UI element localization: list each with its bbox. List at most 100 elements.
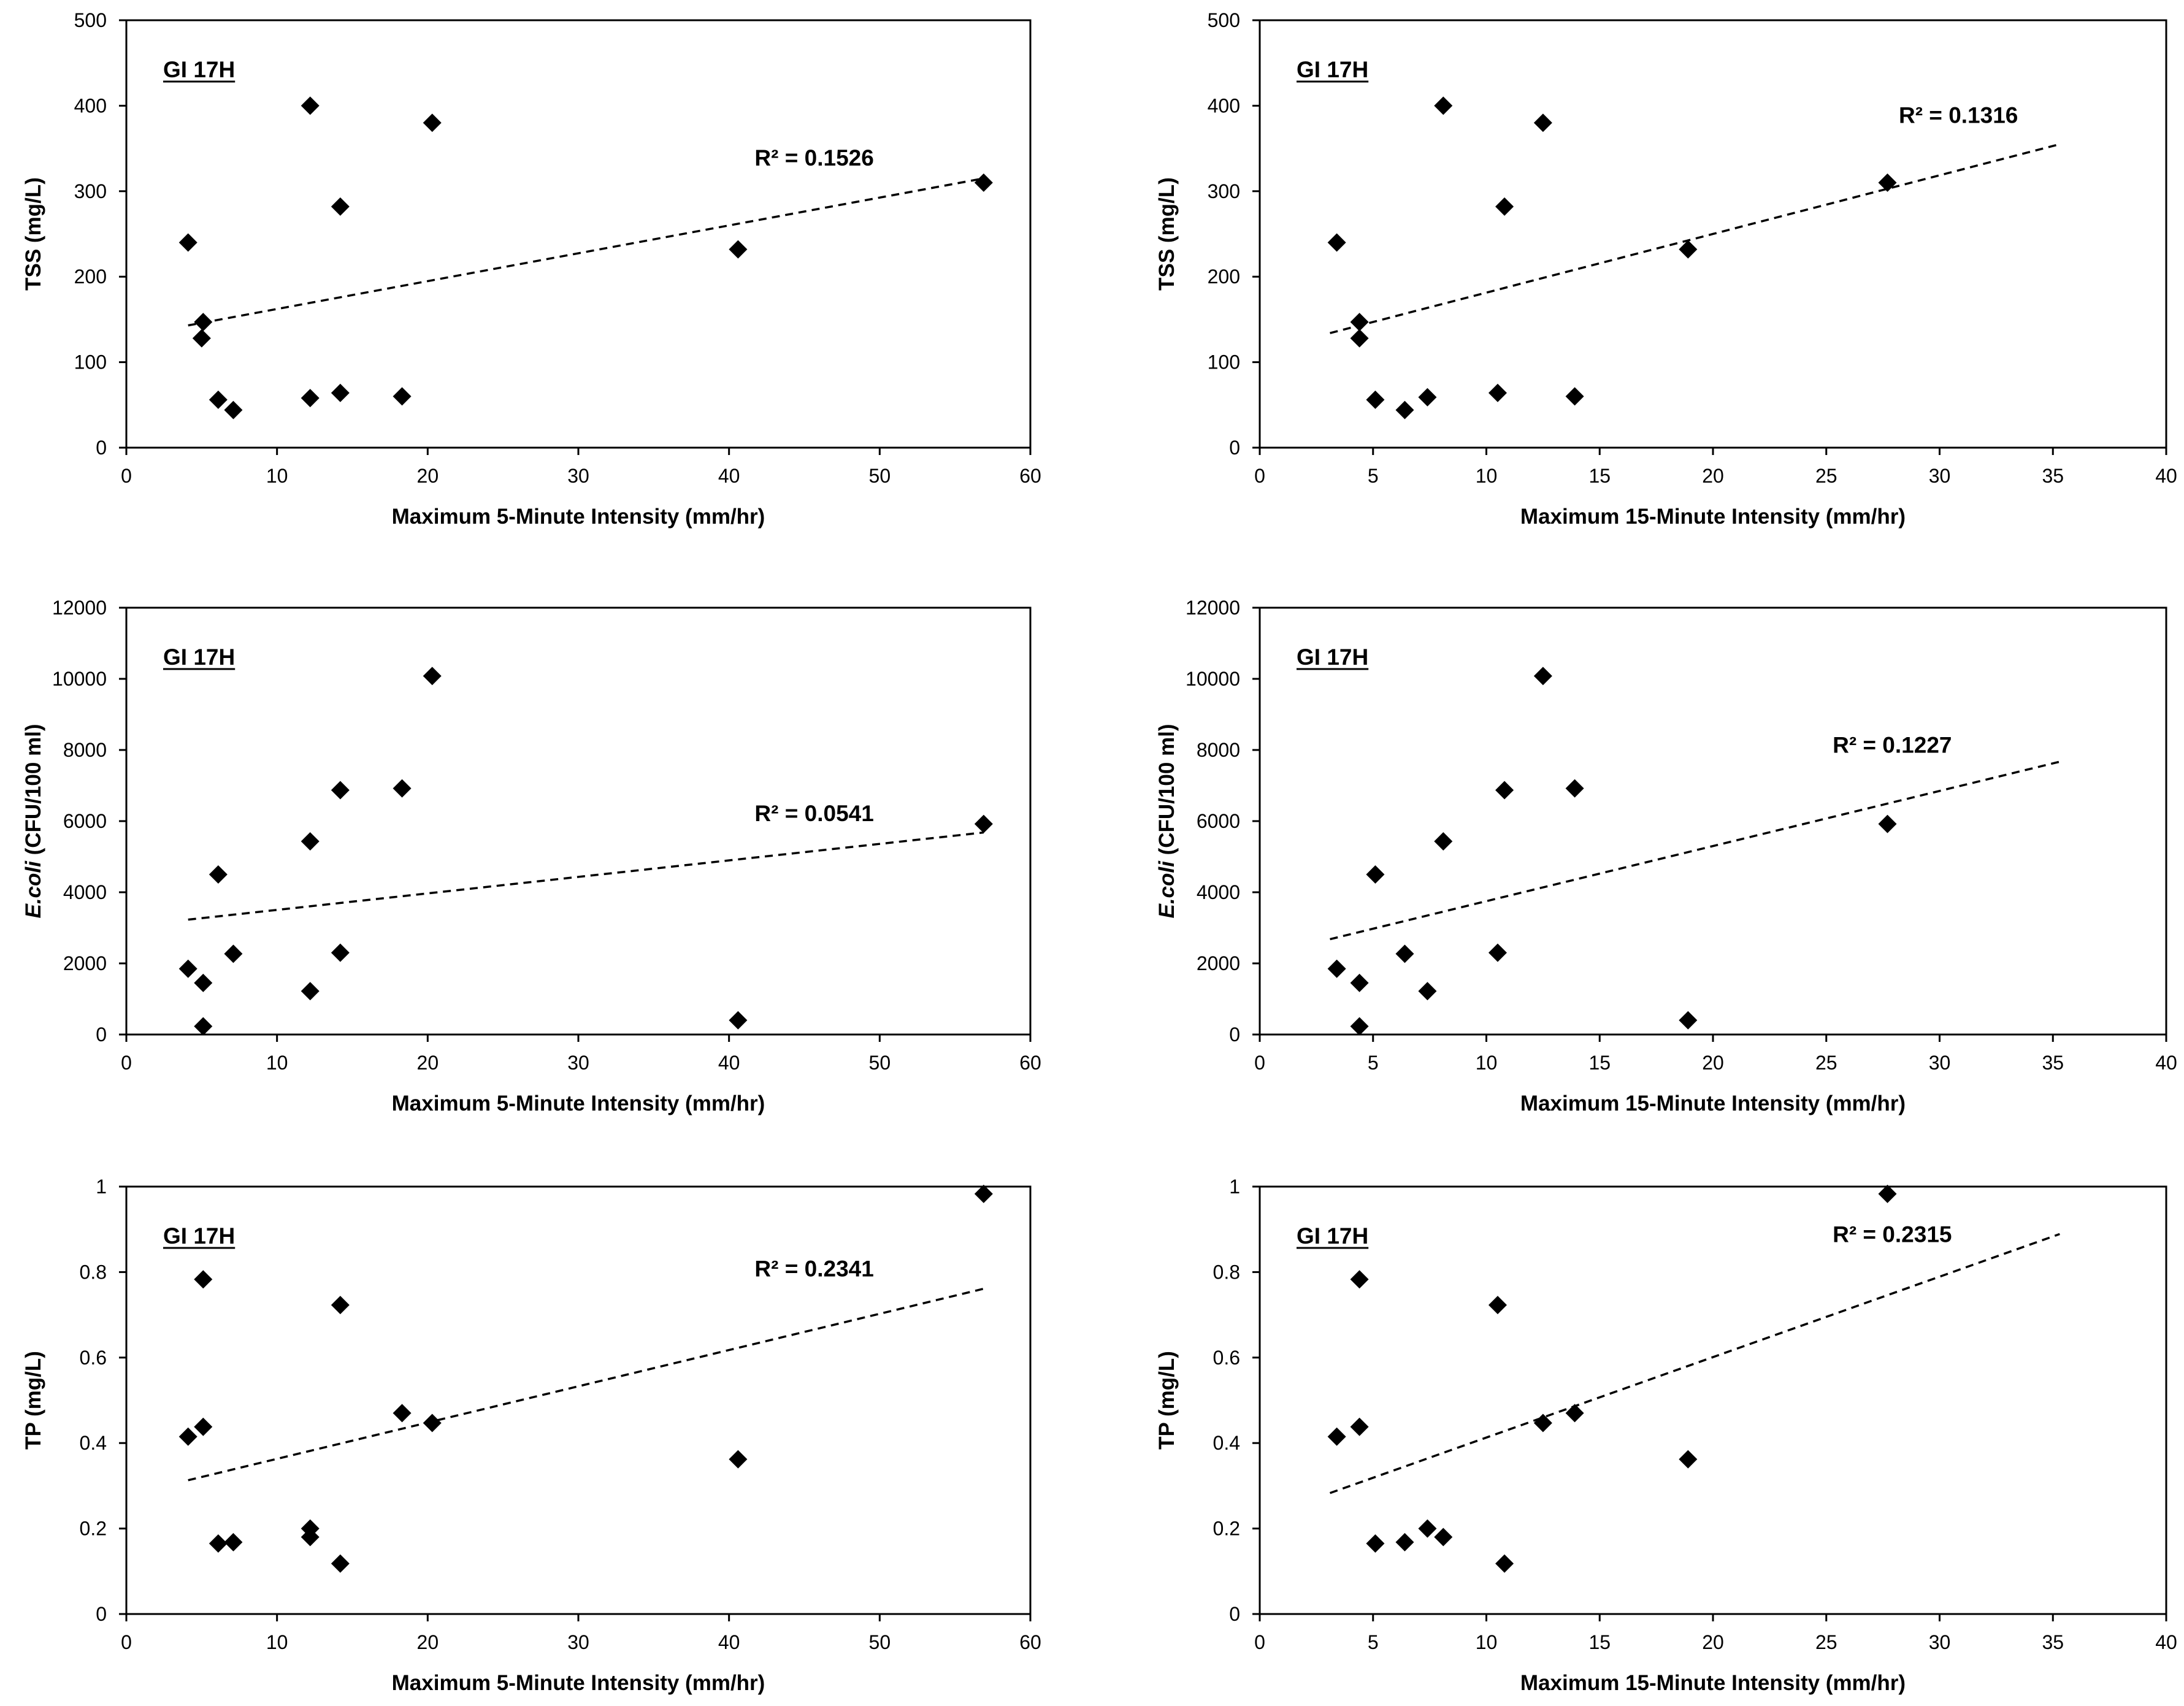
x-tick-label: 15 (1588, 1052, 1611, 1074)
y-axis-title: TP (mg/L) (21, 1351, 45, 1450)
data-point (393, 387, 412, 406)
x-tick-label: 10 (1476, 465, 1498, 487)
r-squared-label: R² = 0.1316 (1899, 102, 2018, 128)
y-tick-label: 500 (1208, 9, 1240, 31)
data-point (1395, 1532, 1414, 1551)
r-squared-label: R² = 0.2341 (754, 1256, 873, 1281)
data-point (1488, 1296, 1507, 1315)
x-tick-label: 20 (417, 1631, 439, 1653)
data-point (1533, 667, 1552, 686)
x-tick-label: 35 (2042, 1052, 2064, 1074)
data-point (974, 173, 993, 192)
trendline (188, 831, 984, 921)
data-point (1878, 173, 1897, 192)
y-tick-label: 4000 (63, 881, 107, 903)
x-tick-label: 40 (2155, 1052, 2177, 1074)
y-tick-label: 100 (74, 351, 107, 373)
data-point (1395, 944, 1414, 963)
y-tick-label: 200 (74, 266, 107, 288)
data-point (301, 1528, 320, 1547)
x-tick-label: 10 (1476, 1631, 1498, 1653)
y-axis-title-text: (CFU/100 ml) (1155, 724, 1179, 861)
y-tick-label: 10000 (52, 668, 107, 690)
x-tick-label: 20 (1702, 1631, 1724, 1653)
x-tick-label: 25 (1815, 1052, 1837, 1074)
r-squared-label: R² = 0.1526 (754, 145, 873, 170)
y-tick-label: 0 (96, 1023, 107, 1046)
site-label: GI 17H (163, 1223, 235, 1249)
x-tick-label: 10 (266, 1631, 288, 1653)
x-tick-label: 50 (869, 1631, 891, 1653)
data-point (194, 1017, 213, 1036)
data-point (1495, 197, 1514, 216)
x-tick-label: 30 (1929, 1631, 1951, 1653)
y-tick-label: 400 (1208, 94, 1240, 117)
y-tick-label: 100 (1208, 351, 1240, 373)
trendline (188, 1287, 984, 1482)
data-point (194, 313, 213, 332)
data-point (1395, 400, 1414, 419)
y-tick-label: 12000 (1186, 597, 1240, 619)
x-tick-label: 0 (121, 465, 132, 487)
y-axis-title: E.coli (CFU/100 ml) (1155, 724, 1179, 918)
y-axis-title: TP (mg/L) (1155, 1351, 1179, 1450)
x-tick-label: 35 (2042, 465, 2064, 487)
x-tick-label: 40 (718, 1631, 740, 1653)
trendline (1330, 143, 2060, 334)
chart-panel-bottom-left: 0 10 20 30 40 50 60 0 0.2 0.4 0.6 0.8 1 Maximum 5-Min… (21, 1176, 1041, 1695)
data-point (178, 959, 197, 978)
y-tick-label: 0 (96, 437, 107, 459)
x-tick-label: 35 (2042, 1631, 2064, 1653)
data-point (331, 1554, 350, 1573)
y-tick-label: 0 (1229, 1603, 1240, 1625)
y-axis-title: E.coli (CFU/100 ml) (21, 724, 45, 918)
y-tick-label: 6000 (63, 810, 107, 832)
y-tick-label: 4000 (1197, 881, 1240, 903)
data-point (331, 943, 350, 962)
data-point (729, 1011, 748, 1030)
data-point (178, 233, 197, 252)
data-point (1434, 832, 1453, 851)
x-tick-label: 60 (1019, 1052, 1041, 1074)
plot-area (1259, 1185, 2167, 1615)
x-tick-label: 0 (1254, 1631, 1265, 1653)
x-axis-title: Maximum 5-Minute Intensity (mm/hr) (392, 1671, 765, 1695)
x-axis-title: Maximum 5-Minute Intensity (mm/hr) (392, 505, 765, 529)
data-point (1488, 943, 1507, 962)
data-point (1679, 240, 1698, 259)
data-point (301, 832, 320, 851)
data-point (1350, 329, 1369, 348)
data-point (1565, 387, 1584, 406)
data-point (729, 240, 748, 259)
y-axis-title-italic: E.coli (1155, 860, 1179, 919)
data-point (331, 781, 350, 800)
y-tick-label: 10000 (1186, 668, 1240, 690)
data-point (194, 973, 213, 992)
y-tick-label: 6000 (1197, 810, 1240, 832)
data-point (224, 1532, 243, 1551)
x-tick-label: 5 (1368, 465, 1379, 487)
y-axis-title: TSS (mg/L) (21, 177, 45, 291)
x-tick-label: 30 (1929, 1052, 1951, 1074)
x-tick-label: 40 (2155, 1631, 2177, 1653)
y-tick-label: 400 (74, 94, 107, 117)
data-point (224, 944, 243, 963)
data-point (1679, 1450, 1698, 1469)
data-point (1488, 383, 1507, 402)
data-point (1350, 1417, 1369, 1436)
trendline (188, 177, 984, 327)
y-tick-label: 0.8 (80, 1261, 107, 1283)
site-label: GI 17H (163, 645, 235, 670)
data-point (1418, 982, 1437, 1001)
x-tick-label: 0 (1254, 1052, 1265, 1074)
data-point (393, 1404, 412, 1423)
x-tick-label: 40 (718, 465, 740, 487)
y-tick-label: 0.6 (80, 1347, 107, 1369)
x-tick-label: 40 (718, 1052, 740, 1074)
site-label: GI 17H (163, 57, 235, 82)
x-tick-label: 15 (1588, 1631, 1611, 1653)
data-point (1434, 96, 1453, 115)
plot-area (125, 1185, 1032, 1615)
data-point (209, 1534, 228, 1553)
